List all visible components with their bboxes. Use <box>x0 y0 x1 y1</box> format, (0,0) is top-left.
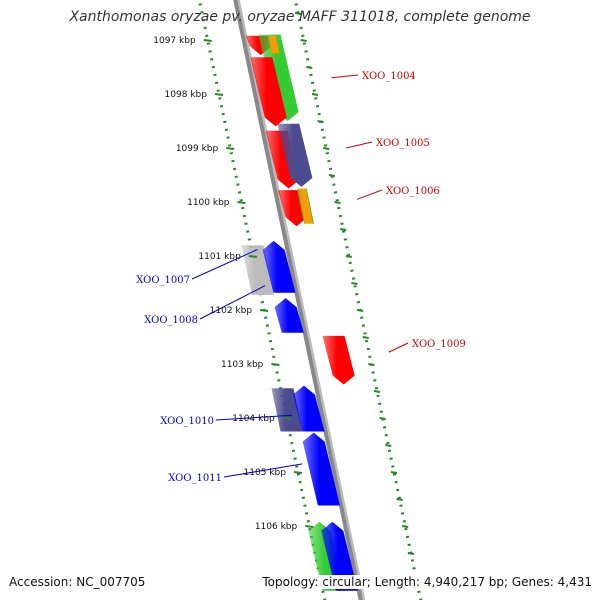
outer-ring-tick <box>345 255 352 258</box>
outer-dotted-ring <box>293 0 423 600</box>
outer-ring-tick <box>306 66 313 69</box>
gene-feature-16 <box>302 432 340 506</box>
gene-feature-3 <box>267 35 280 54</box>
outer-ring-tick <box>317 120 324 123</box>
gene-label-leader <box>199 285 266 320</box>
kbp-tick-mark <box>271 363 280 366</box>
kbp-tick-mark <box>282 417 291 420</box>
outer-ring-tick <box>311 93 319 96</box>
outer-ring-tick <box>294 12 302 15</box>
gene-feature-18 <box>321 521 358 591</box>
gene-label-xoo-1008: XOO_1008 <box>144 315 198 326</box>
gene-feature-15 <box>292 385 325 432</box>
outer-ring-tick <box>396 498 403 501</box>
gene-label-leader <box>191 249 258 280</box>
backbone-line <box>233 0 363 600</box>
genome-title: Xanthomonas oryzae pv. oryzae MAFF 31101… <box>69 9 531 25</box>
kbp-tick-mark <box>237 201 246 204</box>
gene-features <box>241 34 358 591</box>
outer-ring-tick <box>339 228 347 231</box>
gene-feature-13 <box>322 335 355 385</box>
kbp-tick-mark <box>214 93 224 96</box>
accession-text: Accession: NC_007705 <box>7 575 148 589</box>
kbp-tick-label: 1106 kbp <box>255 522 298 532</box>
outer-ring-tick <box>323 147 330 150</box>
outer-ring-tick <box>373 390 381 393</box>
kbp-tick-label: 1104 kbp <box>232 414 275 424</box>
gene-label-leader <box>388 342 409 353</box>
gene-label-xoo-1005: XOO_1005 <box>376 138 430 149</box>
outer-ring-tick <box>402 525 409 528</box>
gene-label-leader <box>356 189 383 200</box>
kbp-tick-mark <box>203 39 212 42</box>
gene-label-xoo-1011: XOO_1011 <box>168 473 222 484</box>
gene-label-xoo-1010: XOO_1010 <box>160 416 214 427</box>
kbp-tick-mark <box>259 309 269 312</box>
gene-feature-4 <box>250 57 287 127</box>
outer-ring-tick <box>362 336 369 339</box>
gene-feature-12 <box>274 298 304 333</box>
kbp-tick-label: 1098 kbp <box>165 90 208 100</box>
gene-label-leader <box>346 141 373 149</box>
gene-labels: XOO_1004 XOO_1005 XOO_1006 XOO_1007 XOO_1008… <box>136 71 466 484</box>
kbp-tick-mark <box>293 471 303 474</box>
outer-ring-tick <box>328 174 336 177</box>
gene-label-leader <box>331 74 359 79</box>
kbp-tick-label: 1102 kbp <box>210 306 253 316</box>
gene-feature-9 <box>297 188 313 224</box>
gene-label-xoo-1007: XOO_1007 <box>136 275 190 286</box>
outer-ring-tick <box>390 471 398 474</box>
outer-ring-tick <box>356 309 364 312</box>
kbp-tick-mark <box>305 525 314 528</box>
inner-dotted-ring <box>197 0 327 600</box>
kbp-tick-label: 1097 kbp <box>153 36 196 46</box>
backbone <box>233 0 366 600</box>
dotted-rings <box>197 0 423 600</box>
gene-label-leader <box>215 414 293 421</box>
outer-ring-tick <box>300 39 307 42</box>
kbp-tick-label: 1099 kbp <box>176 144 219 154</box>
outer-ring-tick <box>351 282 358 285</box>
genome-summary: Topology: circular; Length: 4,940,217 bp… <box>260 575 594 589</box>
gene-label-xoo-1009: XOO_1009 <box>412 339 466 350</box>
kbp-tick-label: 1105 kbp <box>244 468 287 478</box>
outer-ring-tick <box>368 363 375 366</box>
outer-ring-tick <box>334 201 341 204</box>
kbp-tick-label: 1103 kbp <box>221 360 264 370</box>
gene-feature-6 <box>277 123 313 187</box>
kbp-tick-mark <box>248 255 257 258</box>
gene-label-leader <box>223 463 303 478</box>
outer-ring-tick <box>385 444 392 447</box>
outer-ring-tick <box>379 417 386 420</box>
kbp-tick-label: 1100 kbp <box>187 198 230 208</box>
kbp-tick-mark <box>226 147 235 150</box>
outer-ring-tick <box>407 552 415 555</box>
gene-label-xoo-1004: XOO_1004 <box>362 71 416 82</box>
position-ticks: 1097 kbp 1098 kbp 1099 kbp 1100 kbp 1101 kbp… <box>153 36 314 532</box>
gene-label-xoo-1006: XOO_1006 <box>386 186 440 197</box>
gene-feature-11 <box>262 240 296 293</box>
kbp-tick-label: 1101 kbp <box>198 252 241 262</box>
gene-feature-2 <box>258 34 299 121</box>
